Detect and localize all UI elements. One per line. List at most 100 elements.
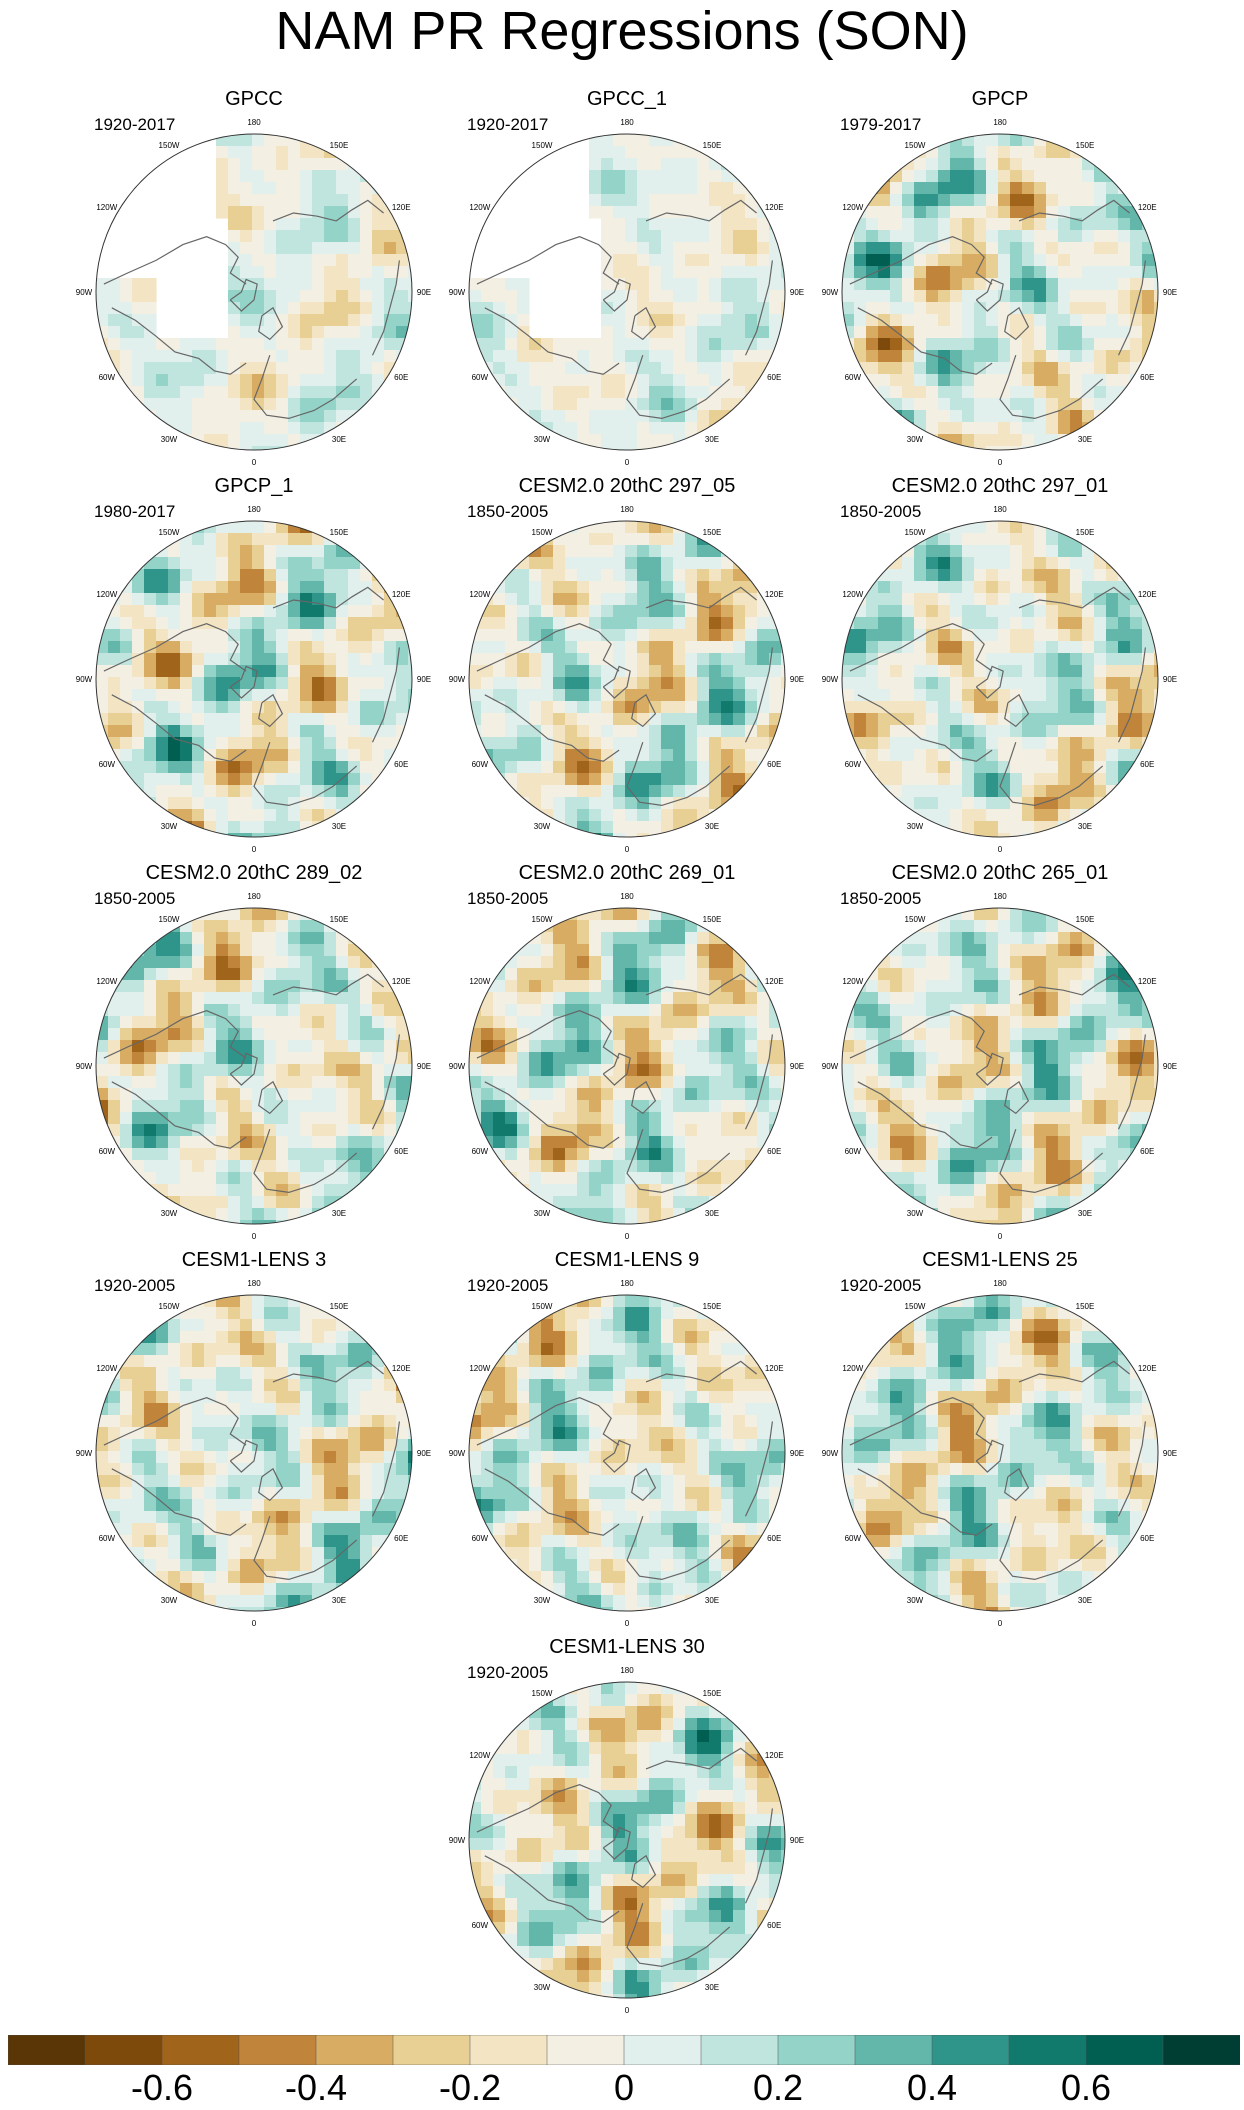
polar-map: 180 150E 120E 90E 60E 30E 0 30W 60W 90W 120W 150W	[449, 1279, 804, 1628]
longitude-label: 180	[620, 505, 634, 514]
longitude-label: 120W	[469, 977, 490, 986]
longitude-label: 150W	[159, 141, 180, 150]
longitude-label: 180	[620, 1279, 634, 1288]
longitude-label: 90W	[449, 1449, 466, 1458]
longitude-label: 150W	[905, 528, 926, 537]
longitude-label: 90W	[76, 675, 93, 684]
longitude-label: 60E	[767, 373, 781, 382]
panel-title: CESM2.0 20thC 289_02	[145, 862, 363, 884]
longitude-label: 120E	[765, 203, 784, 212]
polar-map: 180 150E 120E 90E 60E 30E 0 30W 60W 90W 120W 150W	[76, 892, 431, 1241]
longitude-label: 0	[252, 1232, 257, 1241]
longitude-label: 90E	[417, 1449, 431, 1458]
longitude-label: 90W	[822, 675, 839, 684]
longitude-label: 30E	[332, 435, 346, 444]
longitude-label: 150E	[703, 1689, 722, 1698]
longitude-label: 0	[998, 1232, 1003, 1241]
colorbar-swatch	[84, 2035, 163, 2065]
longitude-label: 60E	[1140, 373, 1154, 382]
panel-title: CESM2.0 20thC 269_01	[518, 862, 736, 884]
longitude-label: 60E	[394, 373, 408, 382]
longitude-label: 150E	[1076, 141, 1095, 150]
longitude-label: 150W	[532, 1302, 553, 1311]
colorbar-swatch	[8, 2035, 86, 2065]
colorbar-swatch	[931, 2035, 1010, 2065]
longitude-label: 150W	[532, 141, 553, 150]
longitude-label: 90E	[790, 288, 804, 297]
panel-title: CESM2.0 20thC 297_05	[518, 475, 736, 497]
longitude-label: 60W	[99, 1147, 116, 1156]
longitude-label: 30W	[534, 1983, 551, 1992]
panel-title: CESM2.0 20thC 265_01	[891, 862, 1109, 884]
longitude-label: 60E	[394, 1147, 408, 1156]
longitude-label: 150W	[159, 915, 180, 924]
panel-years: 1920-2005	[467, 1663, 549, 1682]
longitude-label: 60W	[99, 373, 116, 382]
longitude-label: 90E	[790, 675, 804, 684]
longitude-label: 150E	[703, 915, 722, 924]
longitude-label: 120W	[96, 977, 117, 986]
longitude-label: 180	[247, 1279, 261, 1288]
longitude-label: 60E	[767, 1921, 781, 1930]
longitude-label: 150W	[159, 528, 180, 537]
longitude-label: 150E	[703, 141, 722, 150]
longitude-label: 30E	[1078, 435, 1092, 444]
polar-map: 180 150E 120E 90E 60E 30E 0 30W 60W 90W 120W 150W	[822, 505, 1177, 854]
longitude-label: 120W	[842, 977, 863, 986]
panel-years: 1850-2005	[840, 502, 922, 521]
longitude-label: 60W	[845, 760, 862, 769]
longitude-label: 0	[252, 458, 257, 467]
longitude-label: 30E	[705, 1596, 719, 1605]
longitude-label: 60E	[394, 1534, 408, 1543]
longitude-label: 30W	[534, 435, 551, 444]
panel-title: CESM1-LENS 25	[922, 1249, 1078, 1271]
longitude-label: 60W	[99, 760, 116, 769]
longitude-label: 30W	[161, 435, 178, 444]
longitude-label: 90E	[790, 1836, 804, 1845]
longitude-label: 120W	[469, 590, 490, 599]
colorbar	[8, 2035, 1240, 2065]
longitude-label: 0	[252, 1619, 257, 1628]
polar-map: 180 150E 120E 90E 60E 30E 0 30W 60W 90W 120W 150W	[76, 118, 431, 467]
longitude-label: 0	[625, 1232, 630, 1241]
colorbar-swatch	[854, 2035, 933, 2065]
colorbar-tick-label: -0.2	[438, 2067, 502, 2108]
longitude-label: 150W	[532, 915, 553, 924]
colorbar-tick-label: 0.6	[1060, 2067, 1112, 2108]
panel-years: 1850-2005	[840, 889, 922, 908]
colorbar-tick-label: -0.6	[130, 2067, 194, 2108]
longitude-label: 30W	[534, 1596, 551, 1605]
longitude-label: 90E	[1163, 288, 1177, 297]
longitude-label: 150W	[905, 1302, 926, 1311]
panel-title: CESM1-LENS 9	[554, 1249, 700, 1271]
longitude-label: 0	[625, 1619, 630, 1628]
longitude-label: 150E	[703, 1302, 722, 1311]
panel-years: 1920-2005	[467, 1276, 549, 1295]
panel-title: CESM1-LENS 3	[181, 1249, 327, 1271]
panel-years: 1920-2017	[467, 115, 549, 134]
polar-map: 180 150E 120E 90E 60E 30E 0 30W 60W 90W 120W 150W	[76, 1279, 431, 1628]
panel-years: 1979-2017	[840, 115, 922, 134]
colorbar-swatch	[1085, 2035, 1164, 2065]
longitude-label: 30E	[332, 1209, 346, 1218]
longitude-label: 30W	[907, 1209, 924, 1218]
longitude-label: 120W	[469, 1364, 490, 1373]
longitude-label: 180	[247, 505, 261, 514]
colorbar-swatch	[1008, 2035, 1087, 2065]
longitude-label: 120E	[1138, 590, 1157, 599]
polar-map: 180 150E 120E 90E 60E 30E 0 30W 60W 90W 120W 150W	[449, 118, 804, 467]
longitude-label: 30W	[161, 1209, 178, 1218]
longitude-label: 60E	[1140, 1534, 1154, 1543]
panel-years: 1850-2005	[467, 889, 549, 908]
longitude-label: 90W	[76, 1449, 93, 1458]
longitude-label: 90W	[822, 1062, 839, 1071]
longitude-label: 150E	[330, 915, 349, 924]
longitude-label: 120E	[392, 590, 411, 599]
longitude-label: 120W	[842, 590, 863, 599]
panel-title: GPCC_1	[586, 88, 668, 110]
longitude-label: 90W	[822, 1449, 839, 1458]
longitude-label: 60W	[472, 760, 489, 769]
longitude-label: 150W	[905, 141, 926, 150]
colorbar-tick-label: -0.4	[284, 2067, 348, 2108]
longitude-label: 60E	[394, 760, 408, 769]
